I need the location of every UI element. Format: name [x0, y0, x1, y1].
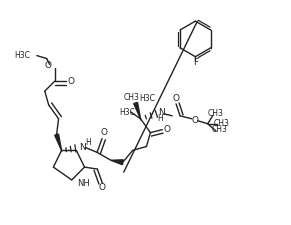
- Text: O: O: [68, 77, 75, 86]
- Text: CH3: CH3: [214, 119, 230, 128]
- Text: O: O: [191, 116, 198, 125]
- Text: O: O: [173, 94, 180, 103]
- Text: CH3: CH3: [208, 109, 223, 118]
- Text: H: H: [157, 114, 163, 123]
- Text: H: H: [85, 138, 91, 147]
- Polygon shape: [134, 102, 141, 119]
- Text: NH: NH: [77, 179, 89, 188]
- Text: O: O: [100, 128, 107, 137]
- Text: O: O: [99, 183, 106, 192]
- Text: N: N: [158, 108, 165, 117]
- Text: F: F: [193, 58, 198, 67]
- Text: CH3: CH3: [212, 125, 228, 134]
- Polygon shape: [55, 134, 61, 150]
- Text: O: O: [45, 61, 52, 70]
- Polygon shape: [111, 160, 123, 165]
- Text: CH3: CH3: [124, 92, 140, 101]
- Text: O: O: [164, 125, 171, 134]
- Text: H3C: H3C: [139, 94, 155, 103]
- Text: H3C: H3C: [14, 51, 30, 60]
- Text: N: N: [79, 143, 86, 152]
- Text: H3C: H3C: [119, 108, 135, 117]
